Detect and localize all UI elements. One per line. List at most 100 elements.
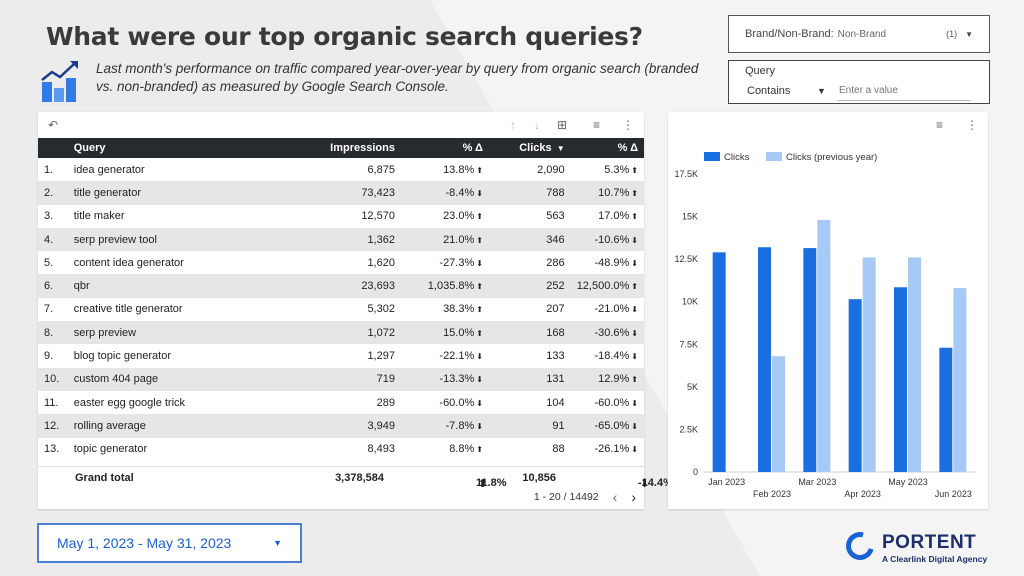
table-row[interactable]: 2. title generator 73,423 -8.4% ⬇ 788 10.7% ⬆ [38,181,644,205]
arrow-down-icon: ⬇ [631,445,638,455]
row-clk-delta: 5.3% ⬆ [571,158,644,181]
filter-icon[interactable]: ≡ [593,118,601,132]
row-query[interactable]: idea generator [73,163,145,176]
caret-down-icon[interactable]: ▼ [817,86,826,96]
grand-total-clk-delta-value: -14.4% [638,477,673,489]
arrow-up-icon: ⬆ [476,445,483,455]
query-value-input[interactable] [837,81,971,101]
row-query[interactable]: title maker [73,210,125,223]
header-impressions-delta[interactable]: % Δ [400,138,489,158]
prev-page-icon[interactable]: ‹ [612,489,618,505]
date-range-label: May 1, 2023 - May 31, 2023 [57,535,232,551]
more-options-icon[interactable]: ⋮ [622,118,634,132]
next-page-icon[interactable]: › [631,489,636,505]
sort-up-icon[interactable]: ↑ [510,118,516,132]
table-row[interactable]: 11. easter egg google trick 289 -60.0% ⬇ 104-… [38,391,644,414]
caret-down-icon: ▼ [965,29,973,39]
y-tick-label: 12.5K [674,254,698,264]
table-row[interactable]: 6. qbr 23,693 1,035.8% ⬆ 252 12,500.0% ⬆ [38,274,644,298]
bar-clicks [712,252,726,472]
row-imp-delta: -27.3% ⬇ [401,251,489,274]
row-clk-delta: 10.7% ⬆ [570,181,644,205]
header-clicks-label: Clicks [519,142,552,154]
row-impressions: 6,875 [367,163,395,176]
drill-down-icon[interactable]: ⊞ [557,118,568,132]
grand-total-imp-delta-value: 11.8% [476,477,507,489]
y-tick-label: 5K [687,382,698,392]
table-row[interactable]: 3. title maker 12,570 23.0% ⬆ 563 17.0% ⬆ [38,205,644,228]
row-index: 11. [44,396,59,409]
table-row[interactable]: 1. idea generator 6,875 13.8% ⬆ 2,090 5.3% ⬆ [38,158,644,181]
row-clk-delta-value: -30.6% [594,326,630,339]
sort-down-icon[interactable]: ↓ [534,118,540,132]
header-clicks[interactable]: Clicks ▼ [488,138,571,158]
brand-logo: PORTENT A Clearlink Digital Agency [840,526,996,570]
row-index: 12. [38,414,68,438]
table-row[interactable]: 10. custom 404 page 719 -13.3% ⬇ 131 12.9% ⬆ [38,367,644,391]
table-row[interactable]: 8. serp preview 1,072 15.0% ⬆ 168 -30.6% ⬇ [38,321,644,345]
row-query[interactable]: title generator [67,181,289,205]
table-row[interactable]: 12. rolling average 3,949 -7.8% ⬇ 91 -65.0% ⬇ [38,414,644,438]
brand-filter-dropdown[interactable]: Brand/Non-Brand: Non-Brand (1) ▼ [728,15,990,53]
row-query[interactable]: topic generator [73,443,148,456]
row-clicks: 563 [546,210,565,223]
row-clk-delta-value: -26.1% [594,443,630,456]
bar-clicks [803,248,817,472]
brand-filter-label: Brand/Non-Brand: [745,28,834,40]
table-row[interactable]: 13. topic generator 8,493 8.8% ⬆ 88 -26.1% ⬇ [38,438,644,461]
table-row[interactable]: 7. creative title generator 5,302 38.3% ⬆ 207… [38,298,644,321]
arrow-up-icon: ⬆ [631,282,638,292]
header-index [38,138,68,158]
y-tick-label: 15K [682,212,698,222]
row-query[interactable]: blog topic generator [73,350,171,363]
row-clicks: 207 [546,303,565,316]
row-impressions: 719 [288,367,401,391]
arrow-up-icon: ⬆ [476,328,483,338]
table-row[interactable]: 5. content idea generator 1,620 -27.3% ⬇ 286-… [38,251,644,274]
brand-tagline: A Clearlink Digital Agency [882,554,988,564]
header-query[interactable]: Query [67,138,289,158]
arrow-up-icon: ⬆ [631,212,638,222]
row-clk-delta: -48.9% ⬇ [571,251,644,274]
table-row[interactable]: 9. blog topic generator 1,297 -22.1% ⬇ 133 -18… [38,344,644,367]
more-options-icon[interactable]: ⋮ [966,118,978,132]
header-impressions[interactable]: Impressions [288,138,401,158]
page-title: What were our top organic search queries… [46,22,643,51]
row-imp-delta-value: -13.3% [439,373,475,386]
row-query[interactable]: qbr [67,274,289,298]
row-impressions: 73,423 [288,181,401,205]
row-query[interactable]: creative title generator [73,303,183,316]
table-row[interactable]: 4. serp preview tool 1,362 21.0% ⬆ 346 -10.6% ⬇ [38,227,644,252]
row-query[interactable]: custom 404 page [67,367,289,391]
row-impressions: 1,072 [288,321,401,345]
grand-total-row: Grand total 3,378,584 11.8% ⬆ 10,856 -14.… [38,466,673,490]
row-clk-delta-value: -65.0% [594,419,630,432]
row-clk-delta-value: -18.4% [594,350,630,363]
row-imp-delta-value: 21.0% [443,233,475,246]
row-query[interactable]: serp preview tool [67,227,289,252]
row-query[interactable]: rolling average [67,414,289,438]
row-query[interactable]: content idea generator [73,256,184,269]
query-operator-select[interactable]: Contains [747,85,791,97]
row-imp-delta: 15.0% ⬆ [400,321,489,345]
table-header-row: Query Impressions % Δ Clicks ▼ % Δ [38,138,644,158]
row-index: 13. [44,443,60,456]
undo-icon[interactable]: ↶ [48,118,59,132]
arrow-down-icon: ⬇ [640,478,650,490]
row-clicks: 91 [488,414,571,438]
date-range-picker[interactable]: May 1, 2023 - May 31, 2023 ▼ [38,524,301,562]
row-imp-delta: -7.8% ⬇ [400,414,489,438]
x-tick-label: May 2023 [888,477,928,487]
clicks-bar-chart: 0 2.5K 5K 7.5K 10K 12.5K 15K 17.5K Clicks Clicks … [674,152,976,499]
x-tick-label: Feb 2023 [753,489,791,499]
filter-icon[interactable]: ≡ [936,118,944,132]
row-query[interactable]: serp preview [67,321,289,345]
row-clk-delta: -18.4% ⬇ [571,344,644,367]
header-clicks-delta[interactable]: % Δ [570,138,644,158]
row-clicks: 2,090 [537,163,565,176]
row-index: 10. [38,367,68,391]
row-imp-delta-value: -8.4% [445,186,475,199]
row-clk-delta-value: -48.9% [594,256,630,269]
row-impressions: 8,493 [367,443,395,456]
row-query[interactable]: easter egg google trick [73,396,186,409]
